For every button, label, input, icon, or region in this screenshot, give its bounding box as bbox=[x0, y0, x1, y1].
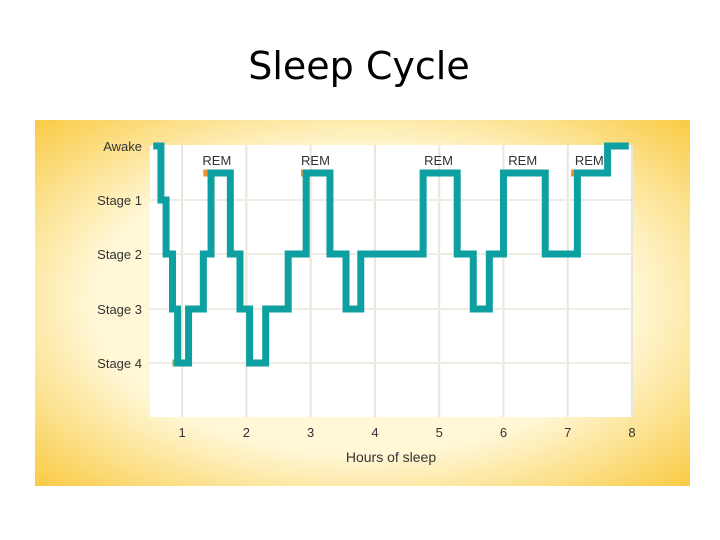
rem-label: REM bbox=[508, 153, 537, 168]
rem-label: REM bbox=[301, 153, 330, 168]
y-axis-labels: Awake Stage 1 Stage 2 Stage 3 Stage 4 bbox=[97, 139, 142, 371]
x-tick-label: 3 bbox=[307, 425, 314, 440]
y-tick-label: Stage 3 bbox=[97, 302, 142, 317]
y-tick-label: Stage 1 bbox=[97, 193, 142, 208]
rem-label: REM bbox=[202, 153, 231, 168]
x-tick-label: 5 bbox=[436, 425, 443, 440]
y-tick-label: Awake bbox=[103, 139, 142, 154]
x-tick-label: 7 bbox=[564, 425, 571, 440]
x-tick-label: 6 bbox=[500, 425, 507, 440]
x-tick-label: 2 bbox=[243, 425, 250, 440]
plot-area bbox=[150, 145, 632, 417]
x-axis-tick-labels: 1 2 3 4 5 6 7 8 bbox=[179, 425, 636, 440]
rem-labels: REM REM REM REM REM bbox=[202, 153, 603, 168]
slide-title: Sleep Cycle bbox=[248, 44, 470, 88]
chart-panel: Awake Stage 1 Stage 2 Stage 3 Stage 4 1 2 3 4 5 6… bbox=[35, 120, 690, 486]
sleep-hypnogram-chart: Awake Stage 1 Stage 2 Stage 3 Stage 4 1 2 3 4 5 6… bbox=[35, 120, 690, 486]
x-tick-label: 1 bbox=[179, 425, 186, 440]
y-tick-label: Stage 2 bbox=[97, 247, 142, 262]
hypnogram-line bbox=[153, 142, 629, 367]
y-tick-label: Stage 4 bbox=[97, 356, 142, 371]
x-axis-label: Hours of sleep bbox=[346, 449, 436, 465]
x-tick-label: 8 bbox=[628, 425, 635, 440]
rem-label: REM bbox=[575, 153, 604, 168]
rem-label: REM bbox=[424, 153, 453, 168]
x-tick-label: 4 bbox=[371, 425, 378, 440]
